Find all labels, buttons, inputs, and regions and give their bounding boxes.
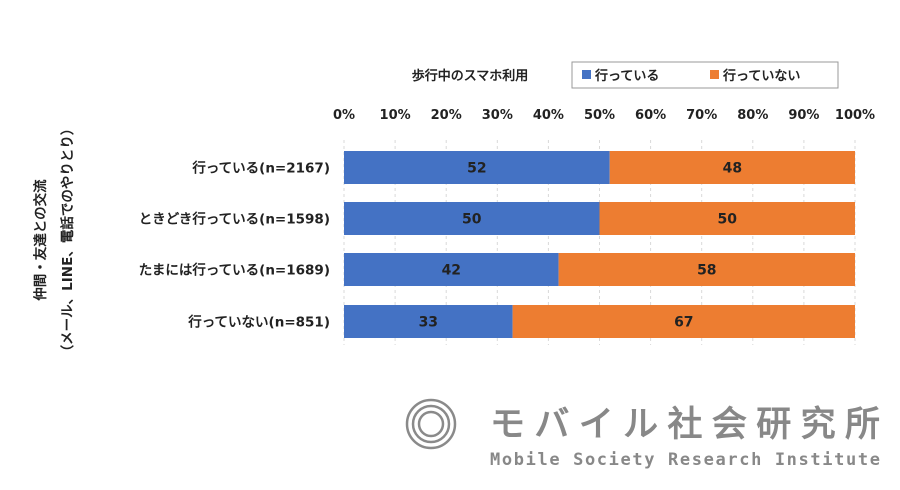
data-label: 67: [674, 315, 693, 331]
category-label: ときどき行っている(n=1598): [139, 211, 330, 228]
bar-segment: [344, 253, 559, 286]
x-tick-label: 10%: [380, 108, 411, 123]
x-tick-label: 70%: [686, 108, 717, 123]
legend-label: 行っている: [594, 68, 659, 84]
legend-swatch: [710, 70, 719, 79]
bar-segment: [344, 305, 513, 338]
y-axis-title: （メール、LINE、電話でのやりとり）: [59, 122, 76, 359]
logo-ring-icon: [411, 404, 451, 444]
x-tick-label: 90%: [788, 108, 819, 123]
data-label: 50: [718, 212, 738, 228]
x-tick-label: 30%: [482, 108, 513, 123]
bar-segment: [512, 305, 855, 338]
x-tick-label: 60%: [635, 108, 666, 123]
logo-name-ja: モバイル社会研究所: [490, 405, 880, 445]
x-tick-label: 40%: [533, 108, 564, 123]
data-label: 42: [442, 263, 461, 279]
data-label: 52: [467, 161, 486, 177]
logo-ring-icon: [417, 410, 445, 438]
bar-segment: [344, 202, 600, 235]
bar-segment: [599, 202, 855, 235]
bar-segment: [344, 151, 610, 184]
data-label: 48: [723, 161, 742, 177]
legend-label: 行っていない: [722, 68, 800, 84]
legend-box: [571, 61, 839, 89]
category-label: たまには行っている(n=1689): [139, 262, 330, 279]
x-tick-label: 50%: [584, 108, 615, 123]
data-label: 58: [697, 263, 716, 279]
x-tick-label: 100%: [835, 108, 875, 123]
data-label: 33: [419, 315, 438, 331]
bar-segment: [609, 151, 855, 184]
bar-segment: [558, 253, 855, 286]
x-tick-label: 80%: [737, 108, 768, 123]
logo-name-en: Mobile Society Research Institute: [490, 450, 880, 470]
y-axis-title: 仲間・友達との交流: [32, 179, 49, 301]
logo-ring-icon: [405, 398, 457, 450]
x-tick-label: 20%: [431, 108, 462, 123]
legend-title: 歩行中のスマホ利用: [412, 68, 529, 84]
data-label: 50: [462, 212, 482, 228]
legend-swatch: [582, 70, 591, 79]
category-label: 行っていない(n=851): [187, 314, 330, 331]
category-label: 行っている(n=2167): [191, 160, 330, 177]
x-tick-label: 0%: [333, 108, 355, 123]
